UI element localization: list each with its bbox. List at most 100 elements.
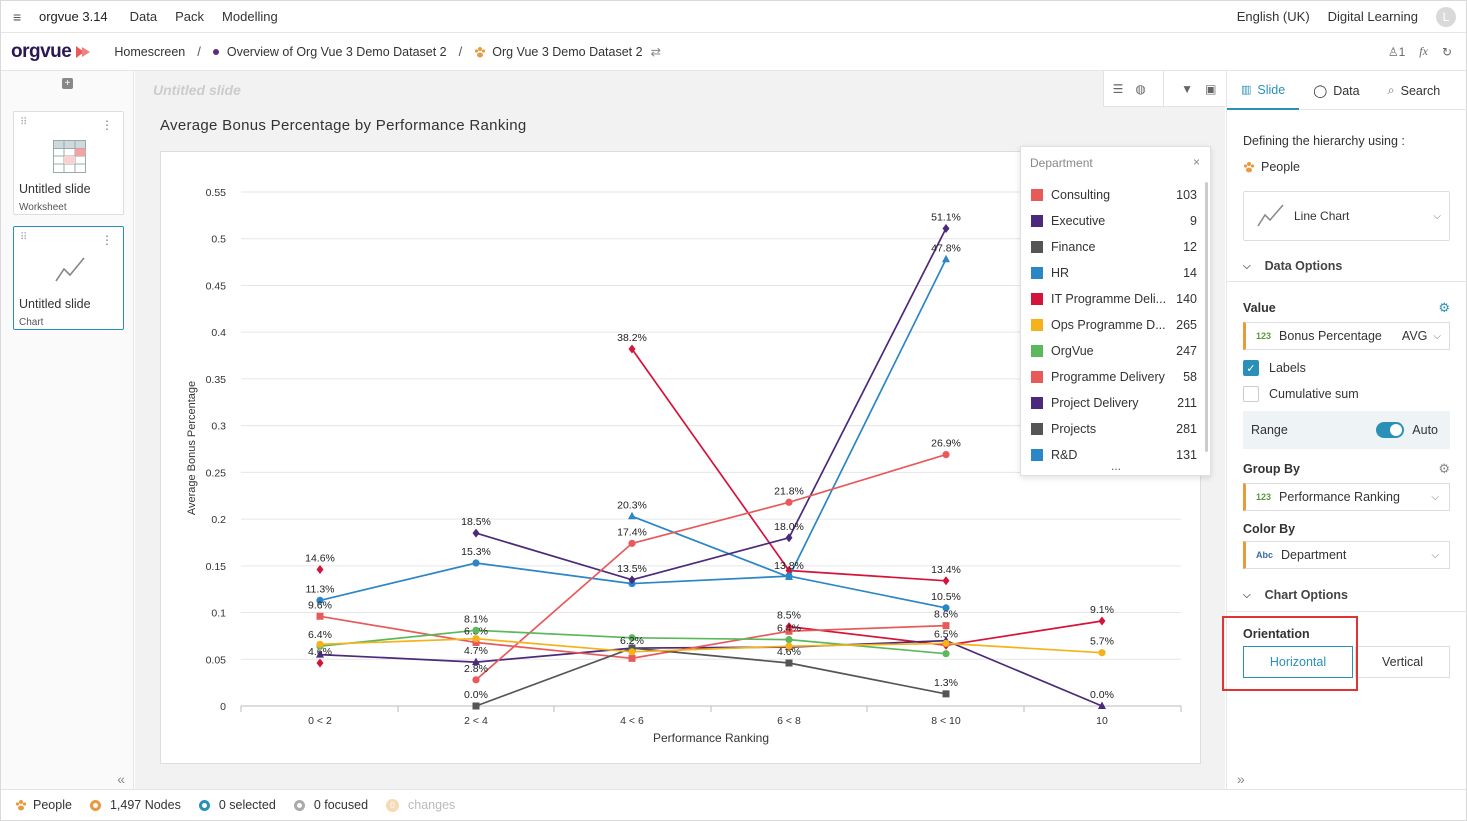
labels-toggle[interactable]: ✓ Labels: [1243, 360, 1306, 376]
legend-item[interactable]: HR 14: [1031, 264, 1197, 282]
language-selector[interactable]: English (UK): [1236, 9, 1310, 24]
status-focused[interactable]: 0 focused: [293, 798, 368, 812]
data-point[interactable]: [472, 657, 480, 666]
aggregation-label[interactable]: AVG: [1401, 329, 1428, 343]
data-point[interactable]: [316, 650, 324, 658]
legend-item[interactable]: Projects 281: [1031, 420, 1197, 438]
data-point[interactable]: [472, 559, 480, 567]
legend-item[interactable]: Project Delivery 211: [1031, 394, 1197, 412]
close-icon[interactable]: ×: [1192, 155, 1200, 169]
series-line[interactable]: [475, 453, 947, 681]
legend-more[interactable]: ...: [1111, 459, 1122, 473]
data-point[interactable]: [785, 572, 793, 580]
data-point[interactable]: [628, 644, 636, 652]
series-line[interactable]: [319, 639, 1103, 707]
chart-options-header[interactable]: ⌵ Chart Options: [1243, 588, 1348, 602]
add-slide-button[interactable]: +: [62, 78, 73, 89]
drag-handle-icon[interactable]: ⠿: [20, 232, 28, 243]
data-point[interactable]: [316, 612, 324, 620]
data-point[interactable]: [785, 533, 793, 543]
tab-slide[interactable]: ▥ Slide: [1227, 71, 1300, 110]
data-point[interactable]: [316, 640, 324, 648]
data-point[interactable]: [472, 702, 480, 710]
legend-item[interactable]: IT Programme Deli... 140: [1031, 290, 1197, 308]
data-point[interactable]: [628, 648, 636, 656]
data-point[interactable]: [942, 451, 950, 459]
orientation-horizontal-button[interactable]: Horizontal: [1243, 646, 1353, 678]
legend-item[interactable]: Programme Delivery 58: [1031, 368, 1197, 386]
hamburger-menu-icon[interactable]: ≡: [13, 8, 22, 25]
series-line[interactable]: [475, 647, 947, 707]
data-point[interactable]: [472, 676, 480, 684]
data-point[interactable]: [942, 604, 950, 612]
data-point[interactable]: [628, 344, 636, 354]
value-field-select[interactable]: 123 Bonus Percentage AVG ⌵: [1243, 322, 1450, 350]
cumulative-checkbox[interactable]: [1243, 386, 1259, 402]
menu-pack[interactable]: Pack: [175, 9, 205, 24]
gear-icon[interactable]: ⚙: [1438, 300, 1450, 315]
tab-search[interactable]: ⌕ Search: [1374, 71, 1455, 110]
legend-item[interactable]: Executive 9: [1031, 212, 1197, 230]
data-point[interactable]: [316, 596, 324, 604]
data-point[interactable]: [316, 658, 324, 668]
series-line[interactable]: [319, 637, 1103, 654]
data-point[interactable]: [785, 636, 793, 644]
status-changes[interactable]: 0 changes: [386, 798, 455, 812]
chart-type-select[interactable]: Line Chart ⌵: [1243, 191, 1450, 241]
data-point[interactable]: [316, 565, 324, 575]
filter-icon[interactable]: ▼: [1181, 81, 1194, 96]
data-point[interactable]: [1098, 649, 1106, 657]
hierarchy-value[interactable]: People: [1243, 160, 1300, 174]
orgvue-logo[interactable]: orgvue: [11, 41, 91, 63]
panel-icon[interactable]: ▣: [1205, 81, 1217, 96]
data-point[interactable]: [942, 690, 950, 698]
data-point[interactable]: [785, 565, 793, 575]
series-line[interactable]: [631, 348, 947, 582]
group-by-select[interactable]: 123 Performance Ranking ⌵: [1243, 483, 1450, 511]
data-point[interactable]: [1098, 616, 1106, 626]
gear-icon[interactable]: ⚙: [1438, 461, 1450, 476]
range-auto-toggle[interactable]: [1376, 422, 1405, 438]
avatar[interactable]: L: [1436, 6, 1456, 27]
breadcrumb-homescreen[interactable]: Homescreen: [114, 44, 186, 59]
data-point[interactable]: [628, 654, 636, 662]
menu-data[interactable]: Data: [129, 9, 158, 24]
digital-learning-link[interactable]: Digital Learning: [1327, 9, 1418, 24]
slide-title-input[interactable]: Untitled slide: [153, 82, 241, 98]
sync-icon[interactable]: ⇄: [650, 45, 662, 59]
slide-thumbnail-worksheet[interactable]: ⠿ ⋮ Untitled slide Worksheet: [13, 111, 124, 215]
status-nodes[interactable]: 1,497 Nodes: [89, 798, 181, 812]
formula-icon[interactable]: fx: [1419, 44, 1428, 58]
slide-thumbnail-chart[interactable]: ⠿ ⋮ Untitled slide Chart: [13, 226, 124, 330]
legend-item[interactable]: Ops Programme D... 265: [1031, 316, 1197, 334]
data-options-header[interactable]: ⌵ Data Options: [1243, 259, 1342, 273]
data-point[interactable]: [942, 576, 950, 586]
status-selected[interactable]: 0 selected: [198, 798, 276, 812]
palette-icon[interactable]: ◍: [1135, 81, 1146, 96]
data-point[interactable]: [942, 650, 950, 658]
breadcrumb-dataset[interactable]: Org Vue 3 Demo Dataset 2 ⇄: [474, 44, 661, 59]
data-point[interactable]: [472, 638, 480, 646]
legend-item[interactable]: Finance 12: [1031, 238, 1197, 256]
refresh-icon[interactable]: ↻: [1441, 44, 1452, 59]
series-line[interactable]: [475, 228, 947, 581]
menu-modelling[interactable]: Modelling: [222, 9, 278, 24]
slide-menu-icon[interactable]: ⋮: [101, 118, 113, 132]
data-point[interactable]: [942, 639, 950, 647]
data-point[interactable]: [785, 659, 793, 667]
data-point[interactable]: [942, 254, 950, 263]
users-indicator[interactable]: ♙1: [1387, 44, 1406, 59]
data-point[interactable]: [785, 642, 793, 650]
cumulative-toggle[interactable]: Cumulative sum: [1243, 386, 1359, 402]
data-point[interactable]: [628, 634, 636, 642]
legend-item[interactable]: R&D 131: [1031, 446, 1197, 464]
data-point[interactable]: [472, 626, 480, 634]
breadcrumb-overview[interactable]: Overview of Org Vue 3 Demo Dataset 2: [212, 45, 447, 59]
labels-checkbox[interactable]: ✓: [1243, 360, 1259, 376]
data-point[interactable]: [472, 635, 480, 643]
legend-scrollbar[interactable]: [1205, 182, 1208, 452]
list-view-icon[interactable]: ☰: [1112, 81, 1124, 96]
orientation-vertical-button[interactable]: Vertical: [1355, 646, 1450, 678]
data-point[interactable]: [1098, 701, 1106, 710]
color-by-select[interactable]: Abc Department ⌵: [1243, 541, 1450, 569]
